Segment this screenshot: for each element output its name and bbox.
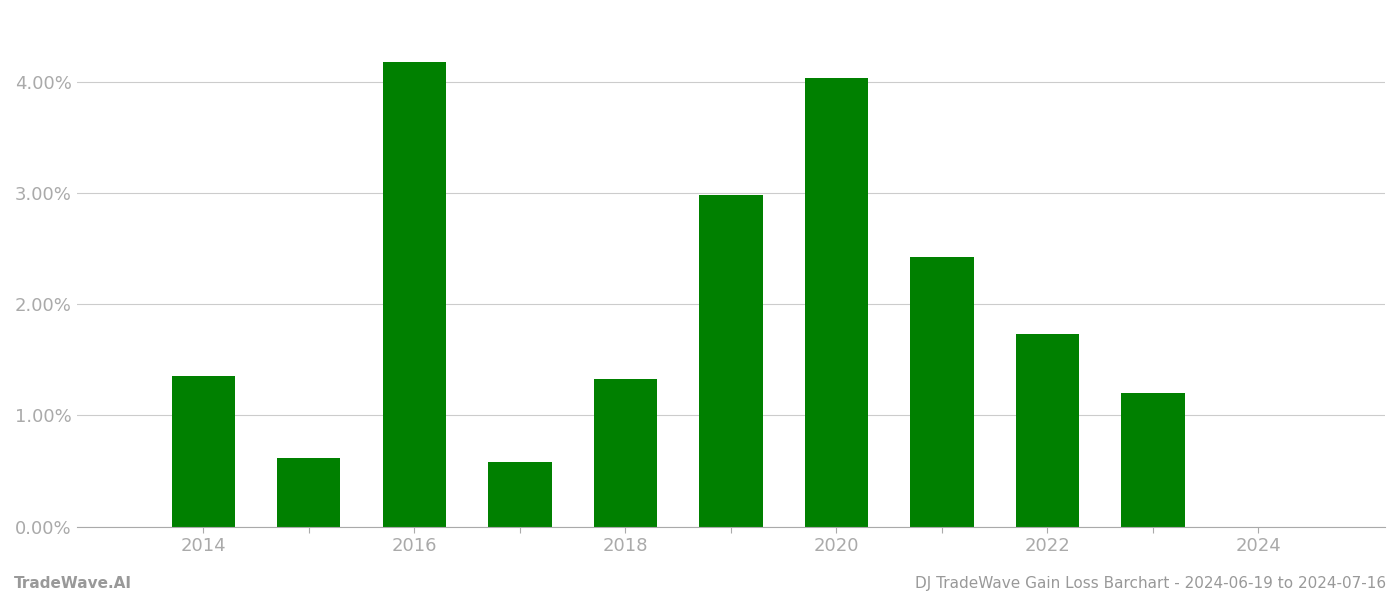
Bar: [277, 458, 340, 527]
Bar: [489, 462, 552, 527]
Bar: [910, 257, 973, 527]
Bar: [699, 195, 763, 527]
Text: DJ TradeWave Gain Loss Barchart - 2024-06-19 to 2024-07-16: DJ TradeWave Gain Loss Barchart - 2024-0…: [914, 576, 1386, 591]
Bar: [805, 79, 868, 527]
Bar: [172, 376, 235, 527]
Bar: [1121, 393, 1184, 527]
Bar: [1016, 334, 1079, 527]
Bar: [594, 379, 657, 527]
Text: TradeWave.AI: TradeWave.AI: [14, 576, 132, 591]
Bar: [382, 62, 447, 527]
